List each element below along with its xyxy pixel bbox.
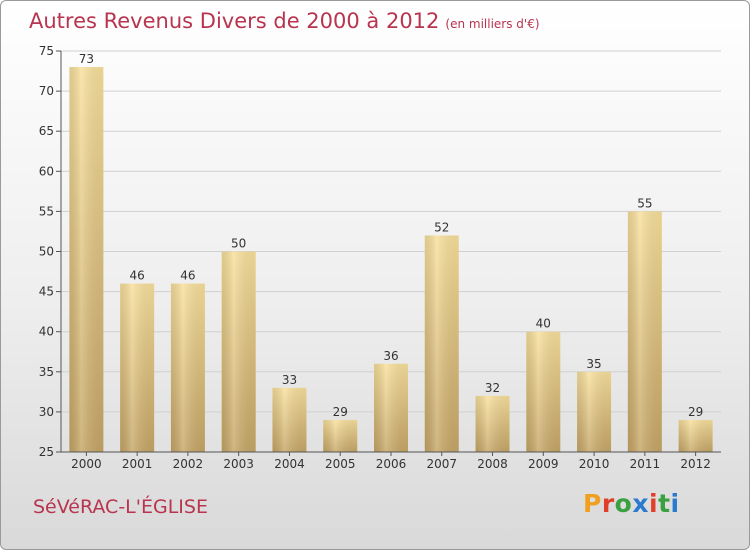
y-tick-label: 50: [39, 245, 54, 259]
y-tick-label: 70: [39, 84, 54, 98]
y-tick-label: 30: [39, 405, 54, 419]
y-tick-label: 75: [39, 44, 54, 58]
chart-unit: (en milliers d'€): [445, 17, 540, 31]
bar-shade: [69, 67, 104, 452]
logo-letter: i: [670, 489, 680, 518]
y-tick-label: 65: [39, 124, 54, 138]
x-tick-label: 2002: [173, 457, 204, 471]
y-tick-label: 55: [39, 204, 54, 218]
bar-shade: [526, 331, 561, 452]
logo-letter: i: [649, 489, 659, 518]
value-label: 29: [333, 405, 348, 419]
logo-letter: r: [601, 489, 615, 518]
bar-shade: [272, 387, 307, 452]
y-tick-label: 45: [39, 285, 54, 299]
x-tick-label: 2007: [426, 457, 457, 471]
bar-shade: [577, 371, 612, 452]
proxiti-logo[interactable]: Proxiti: [583, 489, 680, 518]
value-label: 35: [586, 357, 601, 371]
x-tick-labels: 2000 2001 2002 2003 2004 2005 2006 2007 2008 2009…: [71, 457, 711, 471]
x-tick-label: 2001: [122, 457, 153, 471]
y-tick-label: 25: [39, 445, 54, 459]
value-label: 73: [79, 52, 94, 66]
bars: [69, 67, 713, 456]
value-label: 46: [180, 269, 195, 283]
x-tick-label: 2008: [477, 457, 508, 471]
value-label: 33: [282, 373, 297, 387]
x-tick-label: 2004: [274, 457, 305, 471]
logo-letter: P: [583, 489, 602, 518]
x-tick-label: 2011: [630, 457, 661, 471]
y-tick-label: 35: [39, 365, 54, 379]
logo-letter: o: [614, 489, 633, 518]
y-tick-label: 40: [39, 325, 54, 339]
bar-shade: [627, 211, 662, 452]
x-tick-label: 2003: [223, 457, 254, 471]
bar-shade: [678, 419, 713, 452]
x-tick-label: 2012: [680, 457, 711, 471]
value-label: 40: [536, 317, 551, 331]
value-label: 55: [637, 196, 652, 210]
x-tick-label: 2005: [325, 457, 356, 471]
bar-shade: [170, 283, 205, 452]
bar-shade: [424, 235, 459, 452]
y-tick-label: 60: [39, 164, 54, 178]
value-label: 36: [383, 349, 398, 363]
axes: [60, 51, 721, 453]
x-tick-label: 2009: [528, 457, 559, 471]
value-label: 50: [231, 237, 246, 251]
bar-shade: [374, 363, 408, 452]
logo-letter: t: [658, 489, 671, 518]
chart-title: Autres Revenus Divers de 2000 à 2012: [29, 9, 440, 33]
bar-shade: [475, 395, 510, 452]
x-tick-label: 2006: [376, 457, 407, 471]
chart-title-block: Autres Revenus Divers de 2000 à 2012 (en …: [29, 9, 540, 33]
value-labels: 73 46 46 50 33 29 36 52 32 40 35 55 29: [79, 52, 704, 419]
city-name: SéVéRAC-L'ÉGLISE: [33, 496, 208, 518]
bar-shade: [323, 419, 358, 452]
value-label: 32: [485, 381, 500, 395]
x-tick-label: 2000: [71, 457, 102, 471]
y-tick-labels: 25 30 35 40 45 50 55 60 65 70 75: [39, 44, 54, 459]
logo-letter: x: [632, 489, 649, 518]
bar-shade: [221, 251, 256, 452]
value-label: 29: [688, 405, 703, 419]
value-label: 46: [130, 269, 145, 283]
value-label: 52: [434, 220, 449, 234]
x-tick-label: 2010: [579, 457, 610, 471]
bar-shade: [120, 283, 155, 452]
